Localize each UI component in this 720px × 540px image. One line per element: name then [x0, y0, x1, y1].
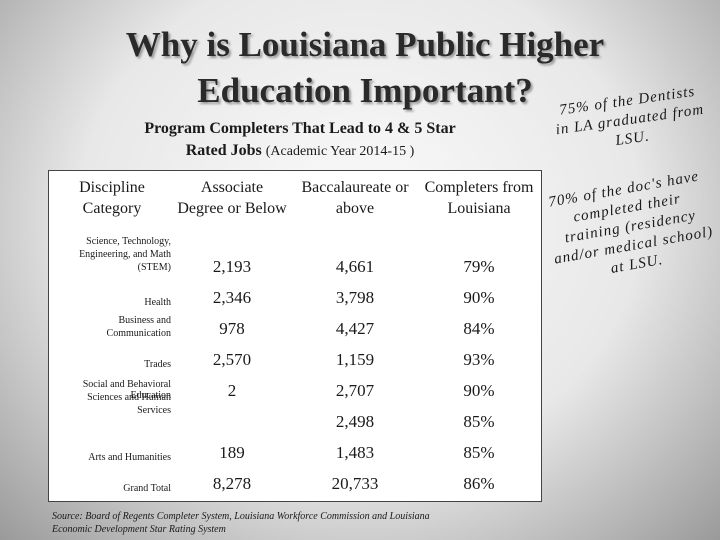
cell-value: 2,707	[335, 381, 375, 400]
cell-value: 2	[227, 381, 237, 400]
cell-value: 4,427	[335, 319, 375, 338]
column-header: Associate Degree or Below	[177, 179, 287, 217]
cell-value: 189	[219, 443, 245, 462]
table: Discipline Category Associate Degree or B…	[48, 170, 542, 502]
subtitle-main: Program Completers That Lead to 4 & 5 St…	[144, 120, 456, 159]
cell-value: 93%	[463, 350, 495, 369]
cell-value: 85%	[463, 412, 495, 431]
row-label: Health	[144, 297, 171, 308]
cell-value: 90%	[463, 381, 495, 400]
cell-value: 85%	[463, 443, 495, 462]
row-label: Grand Total	[123, 483, 171, 494]
column-header: Completers from Louisiana	[424, 179, 534, 217]
cell-value: 86%	[463, 474, 495, 493]
cell-value: 3,798	[335, 288, 375, 307]
column-header: Baccalaureate or above	[301, 179, 409, 217]
cell-value: 2,498	[335, 412, 375, 431]
cell-value: 1,483	[335, 443, 375, 462]
cell-value: 2,570	[212, 350, 252, 369]
cell-value: 8,278	[212, 474, 252, 493]
callout: 70% of the doc's have completed their tr…	[547, 168, 715, 277]
column-header: Discipline Category	[79, 179, 145, 217]
cell-value: 2,346	[212, 288, 252, 307]
row-label: Business and Communication	[106, 315, 171, 339]
cell-value: 20,733	[331, 474, 379, 493]
cell-value: 2,193	[212, 257, 252, 276]
subtitle-note: (Academic Year 2014-15 )	[265, 144, 415, 159]
cell-value: 84%	[463, 319, 495, 338]
cell-value: 978	[219, 319, 245, 338]
row-label: Trades	[144, 359, 171, 370]
row-label: Science, Technology, Engineering, and Ma…	[79, 236, 171, 273]
subtitle: Program Completers That Lead to 4 & 5 St…	[130, 118, 470, 163]
cell-value: 79%	[463, 257, 495, 276]
cell-value: 4,661	[335, 257, 375, 276]
row-label: Arts and Humanities	[88, 452, 171, 463]
cell-value: 90%	[463, 288, 495, 307]
cell-value: 1,159	[335, 350, 375, 369]
title: Why is Louisiana Public Higher Education…	[125, 25, 605, 110]
row-label: Education	[130, 390, 171, 401]
row-label: Social and Behavioral Sciences and Human…	[82, 379, 171, 416]
source: Source: Board of Regents Completer Syste…	[52, 511, 430, 535]
